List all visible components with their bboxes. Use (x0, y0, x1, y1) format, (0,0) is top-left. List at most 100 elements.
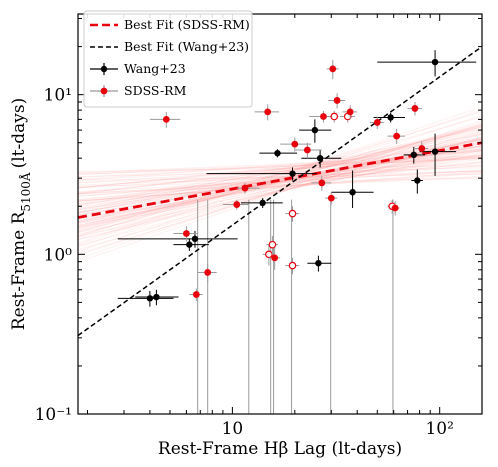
wang-point (173, 238, 209, 251)
marker (333, 97, 341, 104)
fit-sample-line (78, 173, 482, 181)
sdss-point (311, 175, 332, 191)
wang-point (299, 119, 332, 143)
sdss-point (342, 105, 358, 120)
marker (320, 113, 327, 120)
legend-label-sdss-fit: Best Fit (SDSS-RM) (124, 17, 250, 32)
sdss-point (222, 199, 249, 210)
y-axis-title-tail: (lt-days) (9, 98, 29, 169)
y-tick-label: 10⁰ (44, 245, 73, 265)
wang-point (373, 112, 405, 123)
marker (431, 148, 439, 155)
fit-sample-line (78, 142, 482, 196)
wang-point (377, 50, 477, 77)
fit-sample-line (78, 164, 482, 197)
upper-limit-errorbars (197, 199, 394, 414)
fit-sample-line (78, 126, 482, 228)
marker (289, 170, 296, 177)
wang-point (301, 150, 342, 168)
fit-sample-line (78, 161, 482, 198)
svg-text:Rest-Frame R5100Å(lt-days): Rest-Frame R5100Å (lt-days) (9, 98, 33, 330)
marker (241, 184, 249, 192)
sdss-point (285, 257, 300, 275)
sdss-point (328, 93, 346, 109)
marker (315, 259, 322, 267)
fit-sample-line (78, 171, 482, 202)
marker (264, 108, 272, 116)
fit-sample-line (78, 157, 482, 174)
sdss-point (387, 128, 405, 145)
fit-sample-line (78, 138, 482, 206)
fit-sample-line (78, 130, 482, 255)
sdss-point (390, 201, 400, 216)
fit-sample-line (78, 126, 482, 233)
fit-sample-line (78, 106, 482, 244)
sdss-point (268, 247, 281, 270)
marker (146, 295, 154, 302)
fit-sample-line (78, 154, 482, 210)
y-axis-title-sub: 5100Å (18, 172, 33, 212)
marker (316, 154, 324, 162)
fit-sample-line (78, 119, 482, 260)
sdss-point (407, 101, 422, 116)
fit-sample-line (78, 171, 482, 202)
legend-swatch-wang (90, 63, 118, 75)
fit-sample-line (78, 134, 482, 205)
y-axis-title: Rest-Frame R5100Å (lt-days) (9, 98, 33, 330)
wang-point (259, 149, 298, 158)
fit-sample-line (78, 146, 482, 216)
fit-sample-line (78, 158, 482, 175)
fit-sample-line (78, 128, 482, 211)
fit-sample-line (78, 155, 482, 201)
sdss-point (254, 104, 280, 121)
marker (186, 241, 193, 248)
marker (327, 194, 335, 202)
fit-sample-line (78, 158, 482, 203)
x-tick-label: 10 (222, 419, 244, 439)
fit-sample-line (78, 170, 482, 193)
fit-sample-line (78, 155, 482, 207)
y-tick-label: 10¹ (44, 86, 72, 106)
marker (162, 115, 170, 123)
wang-point (307, 255, 332, 272)
fit-sample-line (78, 155, 482, 174)
wang-point (331, 170, 374, 209)
fit-sample-line (78, 155, 482, 178)
fit-sample-line (78, 170, 482, 186)
marker (204, 269, 212, 276)
wang-point (206, 167, 317, 181)
marker (191, 235, 199, 243)
wang-point (135, 289, 179, 306)
sdss-point (149, 111, 181, 128)
legend: Best Fit (SDSS-RM) Best Fit (Wang+23) Wa… (83, 10, 253, 108)
marker (346, 108, 354, 116)
fit-sample-line (78, 109, 482, 245)
fit-sample-line (78, 156, 482, 219)
y-axis-title-main: Rest-Frame R (9, 210, 29, 330)
marker (431, 58, 439, 66)
marker (291, 140, 299, 148)
wang-point (419, 133, 457, 176)
fit-sample-line (78, 165, 482, 189)
fit-sample-line (78, 136, 482, 207)
fit-sample-line (78, 152, 482, 228)
fit-sample-line (78, 132, 482, 232)
sdss-point (329, 111, 339, 123)
legend-box (83, 10, 253, 108)
data-points (117, 50, 477, 307)
fit-sample-line (78, 149, 482, 222)
fit-sample-line (78, 116, 482, 233)
sdss-point (280, 137, 312, 152)
marker (233, 201, 241, 208)
wang-point (117, 290, 174, 307)
sdss-point (414, 141, 429, 157)
fit-sample-line (78, 148, 482, 216)
fit-sample-line (78, 154, 482, 224)
fit-sample-line (78, 148, 482, 224)
fit-sample-line (78, 167, 482, 178)
fit-sample-line (78, 128, 482, 230)
marker (192, 291, 200, 298)
legend-label-wang-fit: Best Fit (Wang+23) (124, 39, 249, 54)
sdss-point (236, 182, 260, 194)
